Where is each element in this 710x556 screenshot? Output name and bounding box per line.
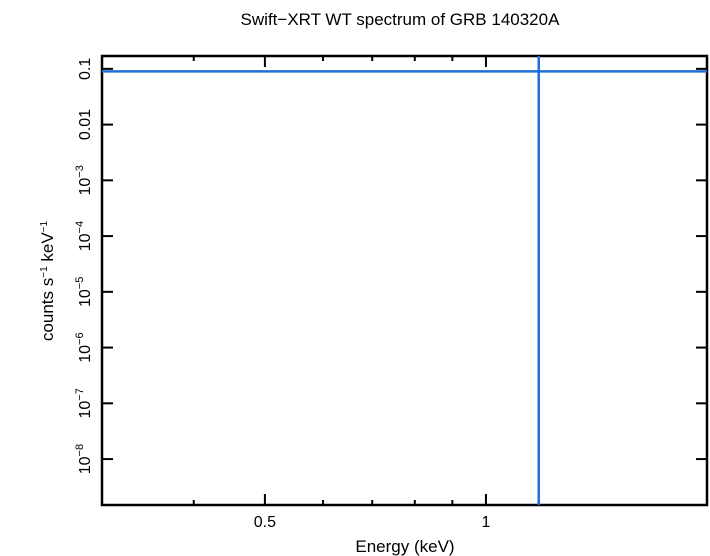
axis-ticks <box>102 56 707 505</box>
y-tick-label-5: 10−6 <box>74 332 94 362</box>
x-tick-labels: 0.5 1 <box>254 514 491 531</box>
x-axis-label: Energy (keV) <box>355 537 454 556</box>
y-axis-label-part-2: keV <box>38 232 57 267</box>
y-axis-label-part-1: counts s <box>38 278 57 341</box>
y-tick-label-3: 10−4 <box>74 221 94 251</box>
x-tick-label-0: 0.5 <box>254 514 276 531</box>
plot-frame <box>100 54 709 507</box>
y-tick-label-6: 10−7 <box>74 388 94 418</box>
y-tick-label-2: 10−3 <box>74 165 94 195</box>
y-tick-label-1: 0.01 <box>77 109 94 140</box>
y-axis-label: counts s−1 keV−1 <box>38 220 57 341</box>
y-tick-label-7: 10−8 <box>74 444 94 474</box>
chart-title: Swift−XRT WT spectrum of GRB 140320A <box>241 10 561 29</box>
y-axis-label-exp-2: −1 <box>39 220 50 232</box>
y-axis-label-exp-1: −1 <box>39 266 50 278</box>
y-tick-label-4: 10−5 <box>74 277 94 307</box>
series-lines <box>102 56 707 505</box>
y-tick-labels: 0.1 0.01 10−3 10−4 10−5 10−6 10−7 10−8 <box>74 58 94 475</box>
x-tick-label-1: 1 <box>481 514 490 531</box>
y-tick-label-0: 0.1 <box>77 58 94 80</box>
